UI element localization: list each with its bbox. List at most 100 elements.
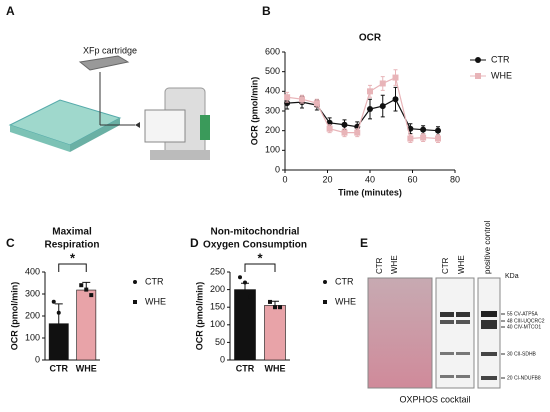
y-tick-label: 300: [25, 288, 40, 298]
data-point: [420, 134, 427, 141]
y-axis-label: OCR (pmol/min): [194, 282, 204, 351]
data-point: [61, 354, 66, 359]
blot-unit: KDa: [505, 273, 519, 280]
y-tick-label: 400: [265, 86, 280, 96]
y-tick-label: 0: [35, 354, 40, 364]
marker-label: 20 CI-NDUFB8: [507, 375, 541, 381]
bar: [76, 289, 97, 361]
chart-title: Oxygen Consumption: [203, 240, 307, 251]
panel-label: B: [262, 4, 271, 18]
chart-title: OCR: [359, 33, 382, 44]
chart-title: Maximal: [52, 227, 92, 238]
panel-label: E: [360, 236, 368, 250]
illustration-label: XFp cartridge: [83, 45, 137, 55]
significance-label: *: [257, 250, 263, 265]
y-tick-label: 400: [25, 266, 40, 276]
bar: [234, 289, 256, 361]
x-tick-label: CTR: [50, 363, 69, 373]
data-point: [51, 299, 56, 304]
data-point: [392, 74, 399, 81]
data-point: [268, 299, 272, 304]
data-point: [367, 88, 373, 95]
data-point: [326, 125, 333, 132]
y-tick-label: 300: [265, 105, 280, 115]
blot: [367, 277, 501, 389]
marker-label: 48 CIII-UQCRC2: [507, 318, 545, 324]
marker-label: 55 CV-ATP5A: [507, 311, 538, 317]
panel-label: C: [6, 236, 15, 250]
marker-label: 30 CII-SDHB: [507, 351, 537, 357]
lane-label: positive control: [483, 220, 492, 274]
legend-label: CTR: [145, 276, 164, 286]
y-tick-label: 250: [210, 266, 225, 276]
panel-label: D: [190, 236, 199, 250]
data-point: [273, 305, 277, 310]
data-point: [284, 94, 291, 101]
data-point: [420, 126, 427, 133]
data-point: [379, 103, 386, 110]
y-tick-label: 100: [25, 332, 40, 342]
significance-label: *: [70, 250, 76, 265]
x-tick-label: 0: [282, 174, 287, 184]
x-tick-label: 60: [407, 174, 417, 184]
blot-caption: OXPHOS cocktail: [399, 394, 470, 404]
legend-label: WHE: [491, 70, 512, 80]
legend-marker: [133, 300, 137, 304]
lane-label: WHE: [457, 255, 466, 274]
data-point: [379, 80, 386, 87]
legend-marker: [323, 300, 327, 304]
legend-marker: [323, 280, 327, 284]
chart-title: Respiration: [44, 240, 99, 251]
y-tick-label: 500: [265, 66, 280, 76]
y-axis-label: OCR (pmol/min): [249, 77, 259, 146]
legend-marker: [475, 57, 481, 63]
legend-marker: [133, 280, 137, 284]
data-point: [435, 135, 441, 142]
data-point: [89, 293, 94, 298]
error-bar: [271, 300, 279, 306]
data-point: [248, 294, 252, 299]
bar: [264, 305, 286, 361]
y-tick-label: 200: [210, 284, 225, 294]
y-axis-label: OCR (pmol/min): [9, 282, 19, 351]
x-tick-label: 40: [365, 174, 375, 184]
data-point: [313, 100, 320, 107]
bar: [48, 323, 69, 361]
x-tick-label: CTR: [236, 363, 255, 373]
panel-label: A: [6, 4, 15, 18]
legend-label: CTR: [491, 54, 510, 64]
data-point: [435, 127, 441, 134]
y-tick-label: 150: [210, 302, 225, 312]
legend-label: CTR: [335, 276, 354, 286]
data-point: [278, 305, 282, 310]
y-tick-label: 0: [220, 354, 225, 364]
y-tick-label: 50: [215, 337, 225, 347]
data-point: [299, 96, 305, 103]
significance-bracket: [58, 263, 87, 272]
data-point: [284, 100, 291, 107]
y-tick-label: 600: [265, 46, 280, 56]
lane-label: CTR: [441, 257, 450, 274]
data-point: [367, 106, 373, 113]
data-point: [243, 280, 247, 285]
lane-label: CTR: [375, 257, 384, 274]
x-tick-label: 80: [450, 174, 460, 184]
data-point: [407, 135, 414, 142]
y-tick-label: 200: [25, 310, 40, 320]
significance-bracket: [244, 263, 276, 272]
legend-label: WHE: [335, 296, 356, 306]
legend-label: WHE: [145, 296, 166, 306]
legend-marker: [475, 73, 481, 79]
chart-title: Non-mitochondrial: [211, 227, 300, 238]
data-point: [238, 275, 242, 280]
x-tick-label: WHE: [76, 363, 97, 373]
y-tick-label: 200: [265, 125, 280, 135]
data-point: [341, 121, 348, 128]
data-point: [354, 129, 361, 136]
x-tick-label: 20: [322, 174, 332, 184]
data-point: [79, 283, 84, 288]
x-tick-label: WHE: [265, 363, 286, 373]
lane-label: WHE: [390, 255, 399, 274]
illustration: [8, 55, 210, 160]
